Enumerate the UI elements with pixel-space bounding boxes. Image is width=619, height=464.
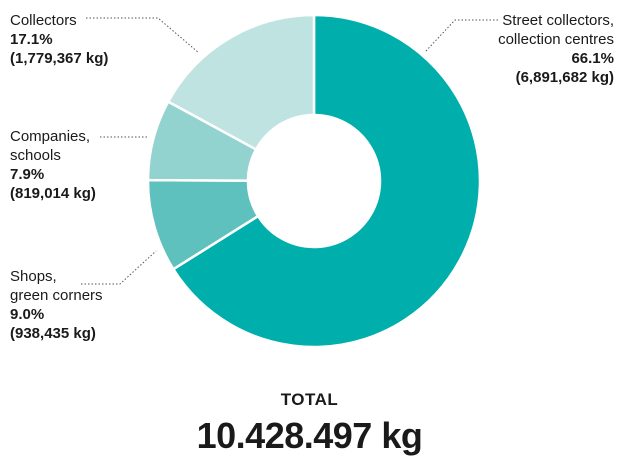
slice-name-line: Shops, [10,267,140,286]
slice-amount: (938,435 kg) [10,324,140,343]
slice-name-line: green corners [10,286,140,305]
slice-name-line: schools [10,146,120,165]
slice-percent: 7.9% [10,165,120,184]
slice-name-line: Companies, [10,127,120,146]
slice-amount: (6,891,682 kg) [442,68,614,87]
total-caption: TOTAL [0,390,619,410]
slice-percent: 66.1% [442,49,614,68]
slice-label-shops: Shops, green corners 9.0% (938,435 kg) [10,267,140,343]
slice-label-companies: Companies, schools 7.9% (819,014 kg) [10,127,120,203]
slice-percent: 9.0% [10,305,140,324]
slice-amount: (1,779,367 kg) [10,49,140,68]
donut-slices [148,15,480,347]
slice-name-line: collection centres [442,30,614,49]
slice-label-street-collectors: Street collectors, collection centres 66… [442,11,614,87]
slice-name-line: Collectors [10,11,140,30]
slice-name-line: Street collectors, [442,11,614,30]
slice-label-collectors: Collectors 17.1% (1,779,367 kg) [10,11,140,68]
total-value: 10.428.497 kg [0,414,619,458]
slice-amount: (819,014 kg) [10,184,120,203]
slice-percent: 17.1% [10,30,140,49]
